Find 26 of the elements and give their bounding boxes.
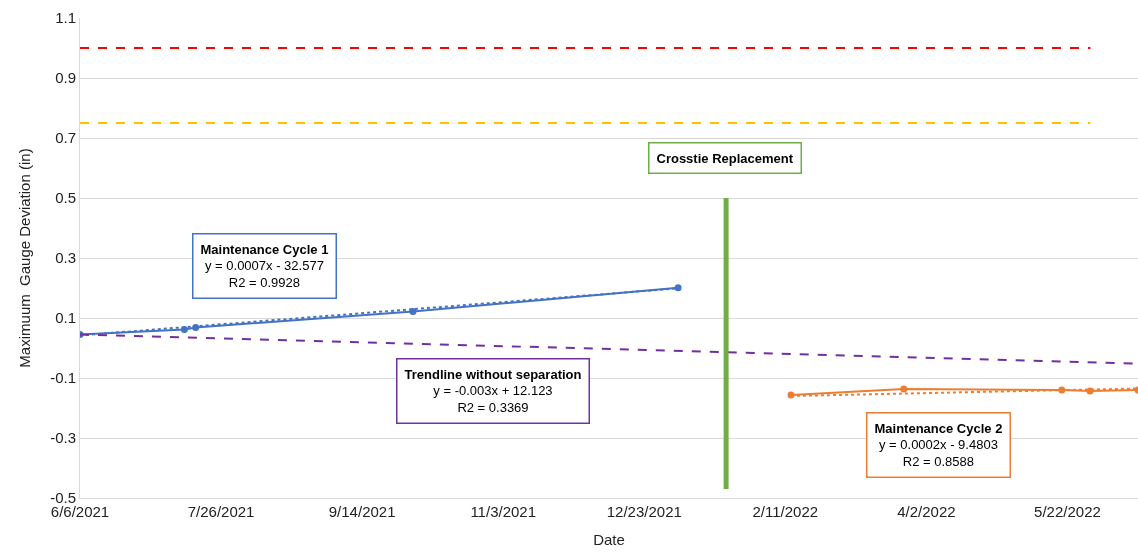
y-tick-label: -0.1 <box>50 369 76 387</box>
y-tick-label: 0.3 <box>55 249 76 267</box>
point <box>900 385 908 393</box>
x-tick-label: 2/11/2022 <box>752 503 819 520</box>
annotation: Trendline without separation y = -0.003x + 12.123 R2 = 0.3369 <box>404 366 582 416</box>
annotation: Crosstie Replacement <box>656 150 794 166</box>
annotation: Maintenance Cycle 2 y = 0.0002x - 9.4803 R2 = 0.8588 <box>874 420 1003 470</box>
y-tick-label: 0.1 <box>55 309 76 327</box>
y-tick-label: 0.5 <box>55 189 76 207</box>
y-tick-label: -0.3 <box>50 429 76 447</box>
point <box>180 325 188 333</box>
y-tick-label: 1.1 <box>55 9 76 27</box>
x-axis-title: Date <box>593 531 625 548</box>
y-tick-label: 0.9 <box>55 69 76 87</box>
point <box>674 284 682 292</box>
x-tick-label: 11/3/2021 <box>470 503 537 520</box>
point <box>192 324 200 332</box>
x-tick-label: 9/14/2021 <box>328 503 396 520</box>
x-tick-label: 7/26/2021 <box>187 503 255 520</box>
annotation: Maintenance Cycle 1 y = 0.0007x - 32.577 R2 = 0.9928 <box>200 241 329 291</box>
x-tick-label: 4/2/2022 <box>897 503 956 520</box>
point <box>409 307 417 315</box>
x-tick-label: 5/22/2022 <box>1034 503 1101 520</box>
x-tick-label: 12/23/2021 <box>606 503 682 520</box>
y-tick-label: 0.7 <box>55 129 76 147</box>
y-axis-title: Maximuum Gauge Deviation (in) <box>16 148 34 368</box>
